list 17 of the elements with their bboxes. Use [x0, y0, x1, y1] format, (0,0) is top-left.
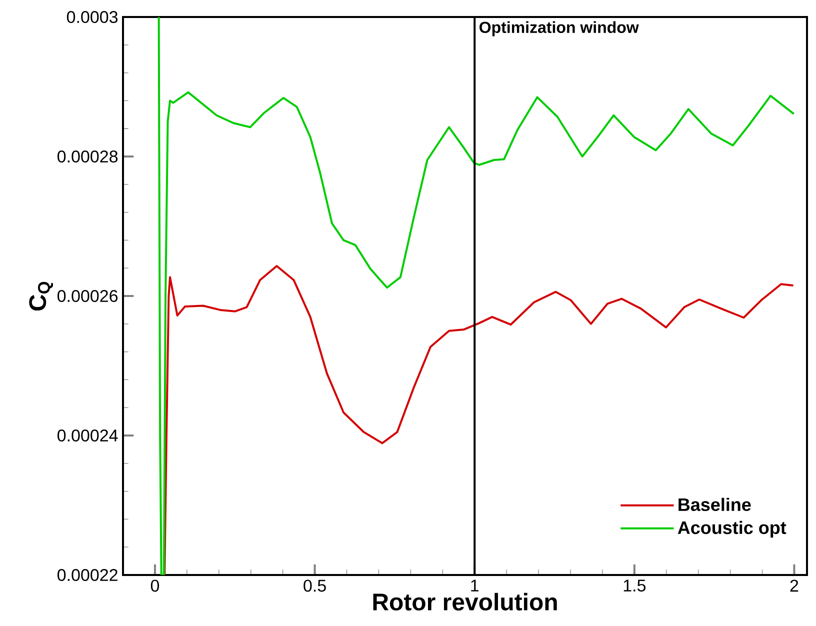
legend-label: Baseline — [678, 498, 751, 512]
y-tick-label: 0.0003 — [66, 10, 118, 24]
y-tick-label: 0.00028 — [58, 150, 118, 163]
ref-line-label: Optimization window — [480, 21, 639, 36]
x-axis-title: Rotor revolution — [373, 592, 557, 611]
legend-label: Acoustic opt — [678, 520, 786, 538]
y-tick-label: 0.00022 — [58, 568, 118, 582]
x-tick-label: 0.5 — [304, 580, 326, 592]
x-tick-label: 1.5 — [624, 580, 646, 592]
line-series — [158, 17, 795, 576]
x-tick-label: 0 — [150, 580, 160, 592]
x-tick-label: 2 — [790, 580, 798, 592]
y-tick-label: 0.00026 — [58, 290, 118, 302]
y-tick-label: 0.00024 — [58, 429, 118, 442]
x-tick-label: 1 — [471, 580, 478, 592]
y-axis-title: C$_{Q}$ — [29, 282, 54, 311]
line-series — [164, 265, 794, 576]
